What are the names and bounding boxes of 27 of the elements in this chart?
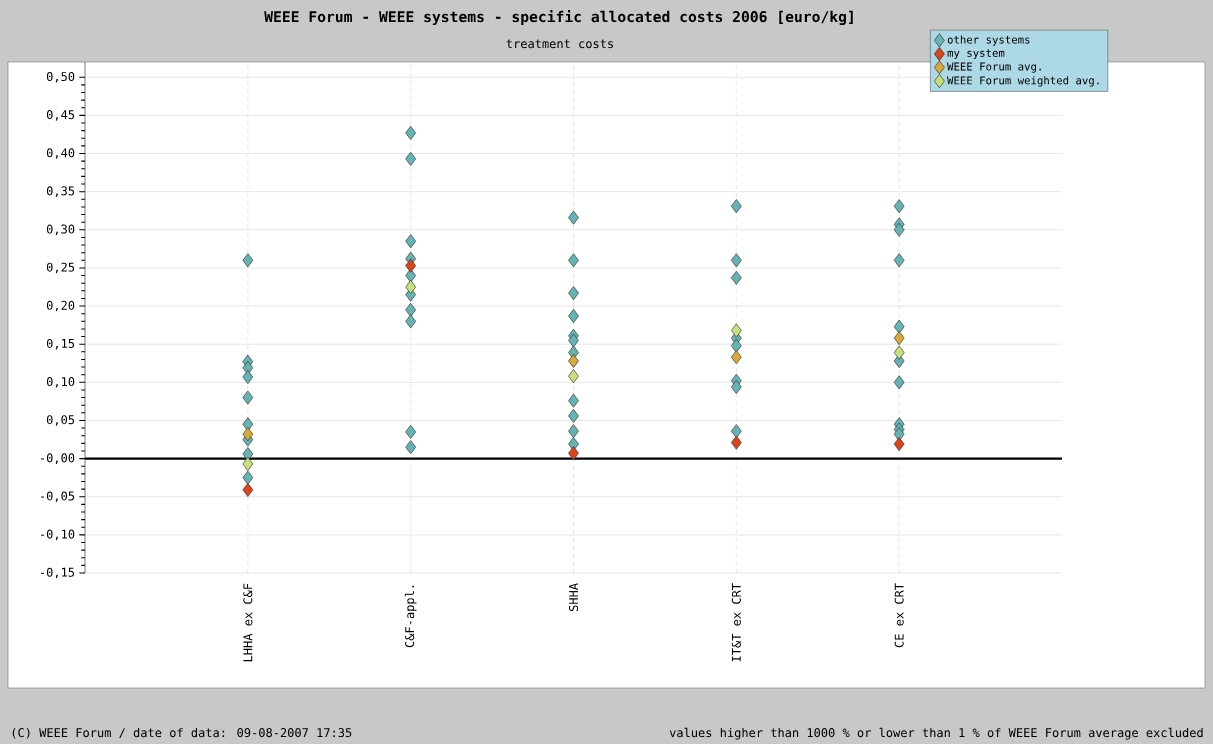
y-tick-label: 0,35 bbox=[46, 186, 75, 197]
y-tick-label: -0,15 bbox=[41, 567, 75, 579]
y-tick-label: 0,10 bbox=[46, 377, 75, 388]
y-tick-label: 0,30 bbox=[46, 224, 75, 236]
y-tick-label: -0,05 bbox=[41, 491, 75, 503]
y-tick-label: 0,20 bbox=[46, 300, 75, 312]
y-tick-label: 0,50 bbox=[46, 71, 75, 83]
chart-subtitle: treatment costs bbox=[506, 39, 613, 49]
y-tick-label: -0,10 bbox=[41, 529, 75, 541]
legend-label: WEEE Forum avg. bbox=[947, 62, 1041, 73]
legend-label: other systems bbox=[947, 35, 1030, 46]
text: (C) WEEE Forum / date of data: 09-08-2007 17:35 bbox=[12, 727, 352, 739]
chart-title: WEEE Forum - WEEE systems - specific allocated costs 2006 [euro/kg] bbox=[264, 10, 853, 26]
x-tick-label: IT&T ex CRT bbox=[731, 583, 741, 662]
y-tick-label: 0,15 bbox=[46, 338, 75, 350]
y-tick-label: -0,00 bbox=[41, 453, 75, 464]
legend-label: WEEE Forum weighted avg. bbox=[947, 76, 1099, 87]
y-tick-label: 0,45 bbox=[46, 110, 75, 121]
x-tick-label: SHHA bbox=[568, 583, 579, 612]
y-tick-label: 0,40 bbox=[46, 148, 75, 159]
x-tick-label: C&F-appl. bbox=[404, 585, 417, 648]
x-tick-label: CE ex CRT bbox=[894, 583, 904, 648]
x-tick-label: LHHA ex C&F bbox=[243, 583, 253, 662]
y-tick-label: 0,05 bbox=[46, 415, 75, 426]
y-tick-label: 0,25 bbox=[46, 262, 75, 274]
legend-label: my system bbox=[947, 49, 1005, 60]
text: values higher than 1000 % or lower than 1 % of WEEE Forum average excluded bbox=[669, 727, 1203, 740]
